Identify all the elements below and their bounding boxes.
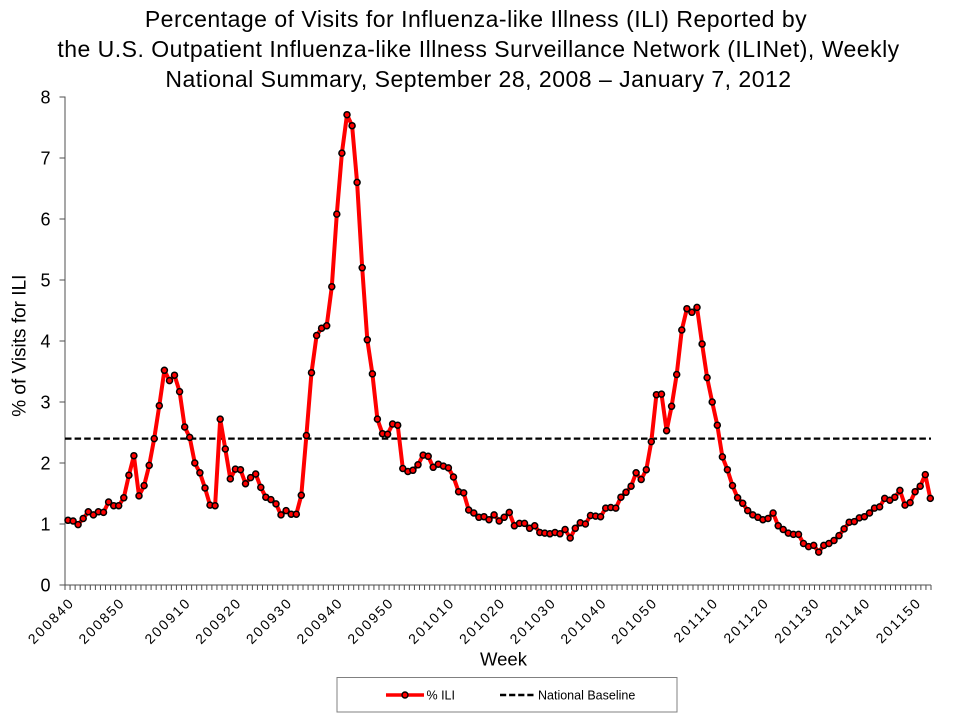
svg-text:% ILI: % ILI: [427, 689, 456, 703]
svg-text:1: 1: [40, 514, 50, 534]
svg-text:8: 8: [40, 87, 50, 107]
svg-text:0: 0: [40, 575, 50, 595]
svg-text:Percentage of Visits for Influ: Percentage of Visits for Influenza-like …: [145, 6, 807, 32]
svg-text:the U.S. Outpatient Influenza-: the U.S. Outpatient Influenza-like Illne…: [57, 36, 899, 62]
svg-text:2: 2: [40, 453, 50, 473]
svg-text:% of Visits for ILI: % of Visits for ILI: [10, 275, 31, 417]
svg-text:National Baseline: National Baseline: [538, 689, 635, 703]
svg-text:National Summary, September 28: National Summary, September 28, 2008 – J…: [165, 66, 791, 92]
svg-text:6: 6: [40, 209, 50, 229]
svg-text:7: 7: [40, 148, 50, 168]
svg-text:4: 4: [40, 331, 50, 351]
svg-text:5: 5: [40, 270, 50, 290]
svg-text:Week: Week: [480, 649, 528, 670]
svg-text:3: 3: [40, 392, 50, 412]
